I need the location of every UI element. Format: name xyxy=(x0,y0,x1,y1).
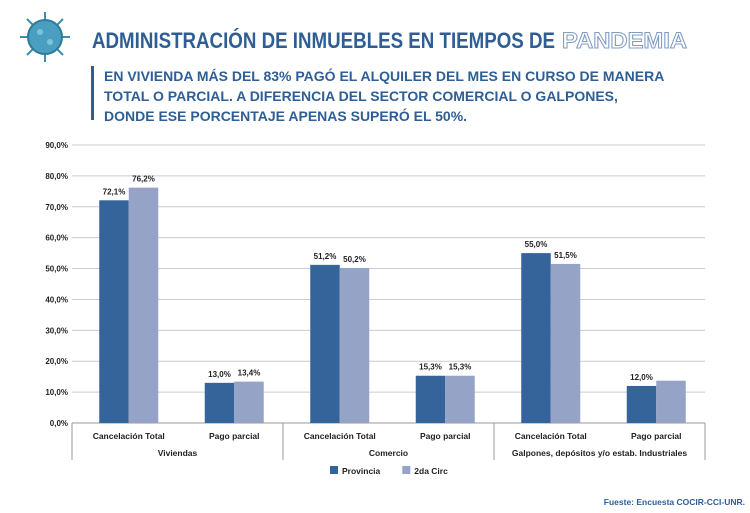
data-label: 13,4% xyxy=(238,369,261,378)
bar xyxy=(128,187,159,423)
data-label: 13,0% xyxy=(208,370,231,379)
subtitle-bar xyxy=(91,66,94,120)
title: ADMINISTRACIÓN DE INMUEBLES EN TIEMPOS D… xyxy=(92,28,555,53)
group-label: Viviendas xyxy=(158,448,198,458)
x-tick-label: Pago parcial xyxy=(209,431,260,441)
y-tick-label: 10,0% xyxy=(45,388,68,397)
legend-swatch xyxy=(330,466,338,474)
group-label: Comercio xyxy=(369,448,408,458)
data-label: 15,3% xyxy=(449,363,472,372)
virus-icon xyxy=(20,12,70,62)
data-label: 76,2% xyxy=(132,175,155,184)
y-tick-label: 70,0% xyxy=(45,203,68,212)
data-label: 50,2% xyxy=(343,255,366,264)
bar xyxy=(445,375,475,423)
y-tick-label: 30,0% xyxy=(45,326,68,335)
y-tick-label: 60,0% xyxy=(45,234,68,243)
bar xyxy=(310,264,340,423)
y-tick-label: 0,0% xyxy=(50,419,68,428)
title-highlight: PANDEMIA xyxy=(562,28,687,53)
x-tick-label: Cancelación Total xyxy=(93,431,165,441)
data-label: 55,0% xyxy=(525,240,548,249)
data-label: 15,3% xyxy=(419,363,442,372)
data-label: 51,5% xyxy=(554,251,577,260)
bar xyxy=(521,253,551,423)
x-tick-label: Pago parcial xyxy=(420,431,471,441)
subtitle: EN VIVIENDA MÁS DEL 83% PAGÓ EL ALQUILER… xyxy=(104,68,664,124)
x-tick-label: Cancelación Total xyxy=(304,431,376,441)
bar xyxy=(626,385,657,423)
data-label: 72,1% xyxy=(103,187,126,196)
x-tick-label: Pago parcial xyxy=(631,431,682,441)
y-tick-label: 50,0% xyxy=(45,265,68,274)
data-label: 12,0% xyxy=(630,373,653,382)
y-tick-label: 20,0% xyxy=(45,357,68,366)
group-label: Galpones, depósitos y/o estab. Industria… xyxy=(512,448,688,458)
bar xyxy=(656,380,686,423)
legend-label: 2da Circ xyxy=(414,466,448,476)
y-tick-label: 40,0% xyxy=(45,295,68,304)
bar xyxy=(550,263,581,423)
bar xyxy=(339,267,370,423)
legend-label: Provincia xyxy=(342,466,381,476)
legend-swatch xyxy=(402,466,411,474)
y-tick-label: 80,0% xyxy=(45,172,68,181)
data-label: 51,2% xyxy=(314,252,337,261)
bar xyxy=(99,200,129,423)
source: Fueste: Encuesta COCIR-CCI-UNR. xyxy=(604,497,745,507)
bar xyxy=(415,375,446,423)
bar xyxy=(204,382,235,423)
bar xyxy=(234,381,264,423)
x-tick-label: Cancelación Total xyxy=(515,431,587,441)
y-tick-label: 90,0% xyxy=(45,141,68,150)
